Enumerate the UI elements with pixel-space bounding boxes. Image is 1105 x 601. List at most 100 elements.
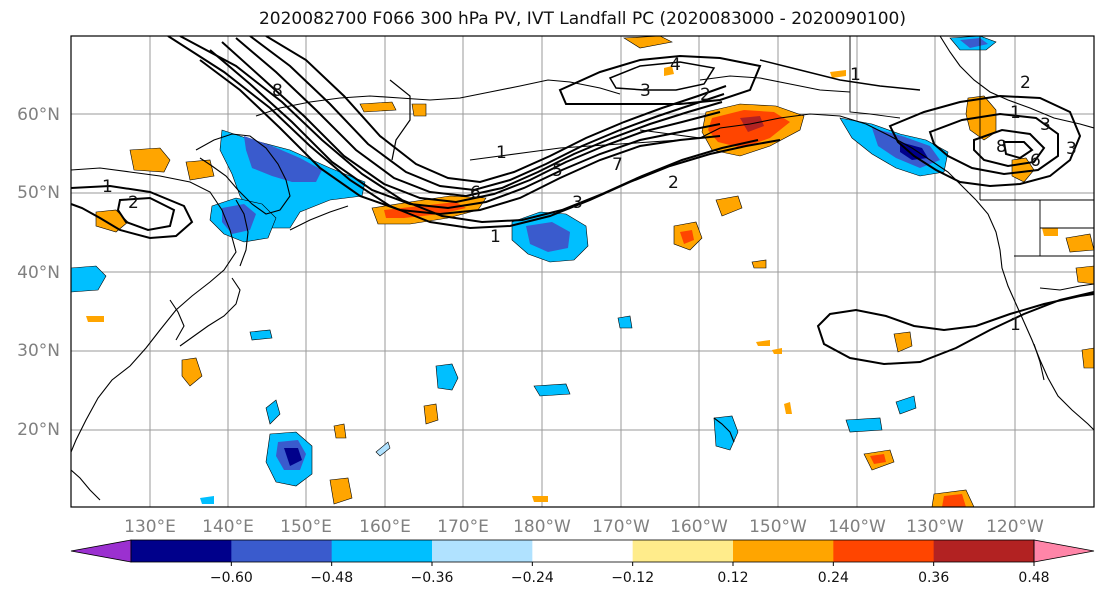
colorbar-segment — [231, 540, 333, 562]
shade-east-red-2 — [942, 494, 966, 507]
colorbar-outline — [130, 539, 1035, 563]
contour-label: 1 — [102, 177, 113, 197]
shade-center-orange-2 — [715, 195, 743, 217]
contour-label-group: 1 2 3 4 5 6 7 8 1 2 3 1 2 3 6 1 1 2 3 8 … — [102, 55, 1077, 335]
colorbar-segment — [331, 540, 433, 562]
coast-hawaii — [713, 417, 735, 443]
coast-kuril — [289, 205, 349, 231]
longitude-axis: 130°E 140°E 150°E 160°E 170°E 180°W 170°W 160°W… — [124, 517, 1044, 537]
contour-label: 3 — [572, 193, 583, 213]
lat-label: 30°N — [17, 341, 60, 361]
coast-philippines — [71, 469, 101, 501]
shade-coast-orange-3 — [1081, 347, 1094, 369]
contour-label: 6 — [470, 183, 481, 203]
contour-jet-5 — [249, 36, 725, 192]
colorbar-segment — [733, 540, 834, 562]
latitude-axis: 60°N 50°N 40°N 30°N 20°N — [17, 105, 60, 440]
coast-kamchatka — [195, 133, 291, 215]
lon-label: 160°W — [670, 517, 728, 537]
contour-west-1 — [71, 184, 194, 240]
shade-west-edge-cyan — [71, 265, 107, 293]
shade-east-red-1 — [870, 454, 886, 464]
negative-anomaly-shading — [71, 36, 997, 504]
coast-baja — [1033, 343, 1045, 381]
contour-label: 2 — [700, 85, 711, 105]
shade-small-cyan-5 — [895, 395, 917, 415]
contour-north-2 — [608, 61, 716, 91]
shade-small-lightblue-1 — [375, 441, 391, 457]
coast-aleutians — [469, 139, 681, 161]
shade-top-orange-3 — [830, 70, 846, 78]
shade-tropical-orange-6 — [532, 496, 548, 502]
contour-label: 5 — [552, 161, 563, 181]
shade-tropical-orange-5 — [86, 316, 104, 322]
contour-label: 8 — [996, 137, 1007, 157]
colorbar-extension-high — [1033, 539, 1095, 563]
contour-label: 1 — [496, 143, 507, 163]
shade-coast-orange-2 — [1075, 265, 1094, 285]
contour-label: 7 — [612, 155, 623, 175]
contour-label: 1 — [490, 227, 501, 247]
shade-wp-orange-1 — [95, 209, 129, 233]
coastlines — [71, 36, 1094, 501]
contour-label: 3 — [1066, 139, 1077, 159]
lat-label: 60°N — [17, 105, 60, 125]
lon-label: 170°W — [592, 517, 650, 537]
colorbar-tick-label: 0.24 — [818, 570, 849, 586]
border-alaska-canada — [849, 36, 901, 119]
graticule — [71, 36, 1094, 507]
shade-tropical-orange-2 — [329, 477, 353, 505]
border-states-2 — [1014, 227, 1094, 257]
shade-tropical-navy — [284, 448, 302, 466]
colorbar-segment — [532, 540, 634, 562]
contour-kuril-thin — [389, 79, 411, 161]
contour-label: 1 — [850, 65, 861, 85]
colorbar-tick-label: −0.48 — [310, 570, 353, 586]
coast-alaska-south — [639, 113, 977, 201]
shade-nw-orange-1 — [129, 147, 171, 173]
lon-label: 160°E — [359, 517, 411, 537]
shade-center-red-1 — [680, 230, 694, 244]
coast-alaska-north — [699, 75, 851, 93]
positive-anomaly-shading — [86, 36, 1094, 507]
lon-label: 130°E — [124, 517, 176, 537]
shade-top-orange-2 — [664, 66, 674, 76]
colorbar-segment — [432, 540, 533, 562]
coast-na-west — [975, 199, 1094, 431]
shade-small-cyan-2 — [533, 383, 571, 397]
contour-east-2 — [928, 112, 1059, 176]
lon-label: 140°W — [828, 517, 886, 537]
shade-kamchatka-blue — [244, 136, 322, 182]
contour-label: 3 — [640, 81, 651, 101]
colorbar-segment — [632, 540, 734, 562]
contour-east-4 — [1002, 141, 1034, 160]
lat-label: 40°N — [17, 263, 60, 283]
shade-top-blue-1 — [960, 38, 988, 48]
shade-small-cyan-4 — [845, 417, 883, 433]
lon-label: 150°E — [280, 517, 332, 537]
shade-tropical-orange-3 — [423, 403, 439, 425]
contour-label: 1 — [1010, 315, 1021, 335]
border-us-mexico — [1039, 283, 1094, 291]
colorbar-tick-label: −0.12 — [611, 570, 654, 586]
coast-ne-siberia — [255, 79, 621, 117]
shade-small-cyan-9 — [200, 496, 214, 504]
colorbar-segment — [131, 540, 232, 562]
coast-korea — [169, 299, 185, 341]
lon-label: 120°W — [986, 517, 1044, 537]
colorbar-tick-label: −0.60 — [210, 570, 253, 586]
contour-jet-3 — [221, 41, 721, 204]
contour-jet-1 — [199, 59, 721, 216]
lon-label: 170°E — [437, 517, 489, 537]
shade-japan-sea-blue — [222, 204, 256, 234]
shade-nw-orange-2 — [185, 159, 215, 181]
contour-label: 6 — [1030, 151, 1041, 171]
contour-west-2 — [116, 196, 176, 232]
contour-jet-2 — [209, 49, 721, 210]
colorbar-tick-label: −0.36 — [411, 570, 454, 586]
coast-japan — [179, 277, 241, 347]
shade-small-cyan-6 — [265, 399, 281, 425]
coast-sakhalin — [235, 199, 249, 267]
map-title: 2020082700 F066 300 hPa PV, IVT Landfall… — [258, 9, 906, 29]
